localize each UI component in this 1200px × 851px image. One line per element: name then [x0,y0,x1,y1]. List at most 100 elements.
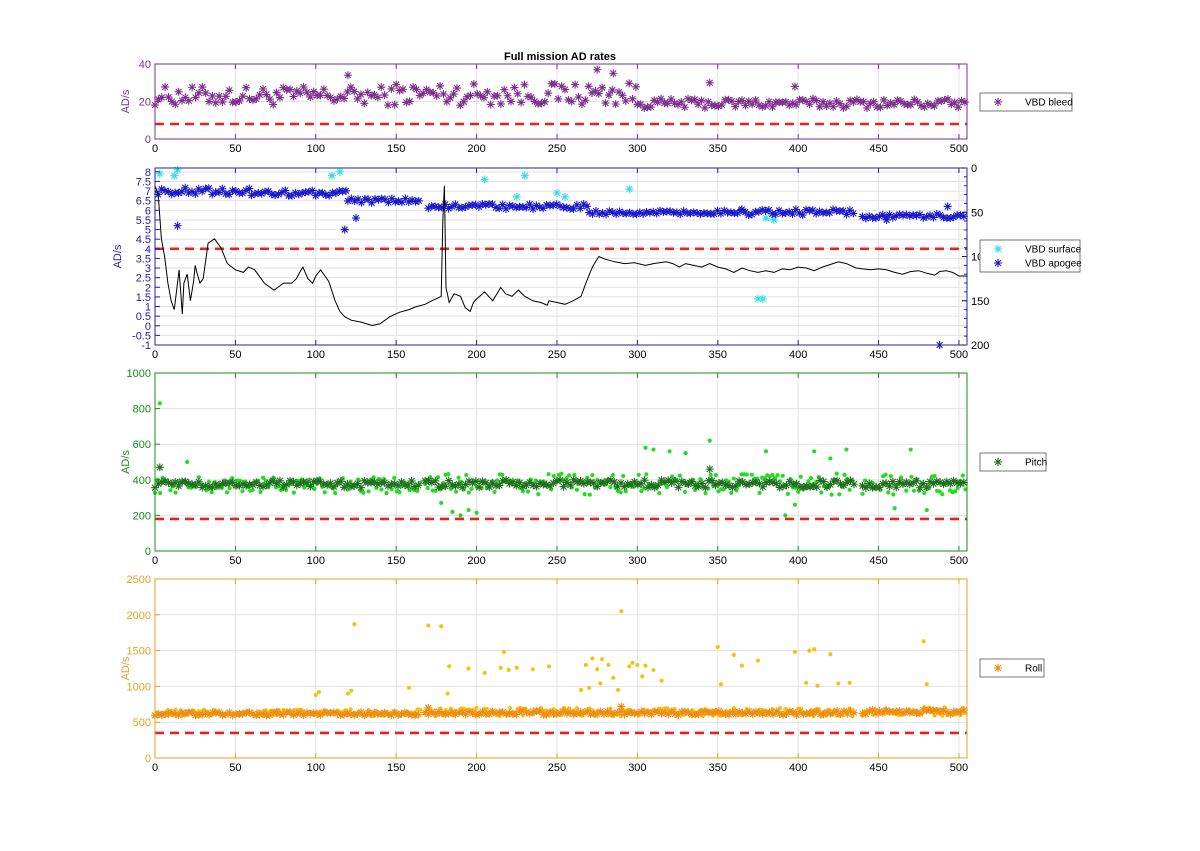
y-tick-label: 7 [145,186,151,198]
data-point [562,203,571,212]
legend-label: Roll [1025,664,1042,675]
data-point [594,89,603,98]
data-point [737,205,746,214]
data-point [383,709,392,718]
y-axis-label: AD/s [120,656,132,680]
x-tick-label: 350 [709,555,727,567]
x-tick-label: 500 [950,143,968,155]
data-point [448,481,457,490]
data-point [921,639,926,644]
data-point [271,191,280,200]
data-point [878,708,887,717]
data-point [316,690,322,695]
data-point [865,479,874,488]
data-point [637,707,646,716]
data-point [798,95,807,104]
data-point [390,100,399,109]
data-point [955,485,960,491]
data-point [474,705,479,711]
data-point [871,213,880,222]
data-point [946,214,955,223]
data-point [356,707,365,716]
data-point [299,82,308,91]
data-point [411,482,420,491]
data-point [694,710,703,719]
data-point [782,710,791,719]
data-point [866,99,875,108]
data-point [347,194,356,203]
data-point [302,708,311,717]
data-point [819,490,824,495]
data-point [915,210,924,219]
data-point [905,211,914,220]
data-point [789,708,798,717]
data-point [311,191,320,200]
data-point [953,478,962,487]
data-point [639,210,648,219]
data-point [481,200,490,209]
data-point [758,482,767,491]
data-point [846,707,855,716]
data-point [171,710,180,719]
y-tick-label: -0.5 [132,330,151,342]
data-point [198,187,207,196]
data-point [633,480,642,489]
data-point [613,708,622,717]
data-point [164,478,173,487]
data-point [822,102,831,111]
data-point [327,171,336,180]
data-point [194,477,203,486]
data-point [181,477,190,486]
data-point [828,652,833,657]
data-point [942,707,951,716]
data-point [387,711,396,720]
data-point [667,449,672,454]
data-point [400,481,409,490]
data-point [209,490,214,495]
legend-marker [994,458,1002,466]
legend-marker [994,664,1002,672]
data-point [367,91,376,100]
data-point [422,85,431,94]
data-point [332,490,338,496]
data-point [725,481,734,490]
data-point [161,477,170,486]
data-point [269,100,278,109]
x-tick-label: 350 [709,349,727,361]
data-point [269,476,278,485]
panel-pitch: 0 50 100 150 200 250 300 350 400 450 500 0 200 400 600… [120,368,1047,567]
data-point [783,513,788,518]
data-point [544,89,553,98]
data-point [292,86,301,95]
data-point [802,97,811,106]
data-point [636,100,645,109]
data-point [862,478,868,483]
data-point [674,710,683,719]
data-point [643,483,652,492]
data-point [606,662,611,668]
data-point [858,212,867,221]
data-point [350,197,359,206]
data-point [627,664,632,669]
data-point [936,210,945,219]
data-point [316,710,325,719]
series-vbd-bleed [151,65,969,113]
data-point [245,708,254,717]
data-point [230,476,235,481]
data-point [775,206,784,215]
data-point [469,486,474,491]
x-tick-label: 0 [152,143,158,155]
data-point [520,171,529,180]
data-point [549,479,558,488]
data-point [745,707,754,716]
data-point [779,710,788,719]
data-point [450,509,455,514]
data-point [804,680,809,685]
data-point [572,472,577,477]
data-point [188,83,197,92]
y-tick-label: 1500 [127,646,151,658]
data-point [498,665,503,670]
data-point [909,474,914,479]
data-point [262,90,271,99]
data-point [790,82,799,91]
